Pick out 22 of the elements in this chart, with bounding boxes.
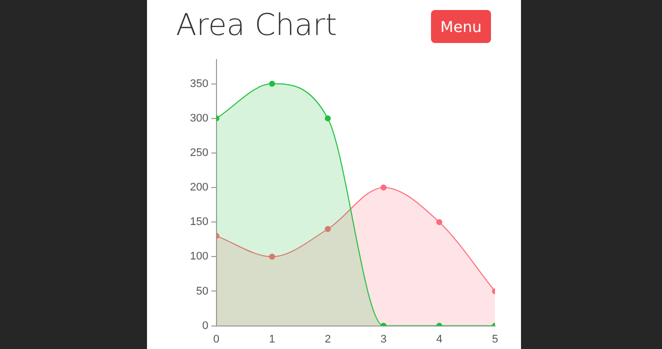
x-tick-label: 0 [213, 333, 220, 346]
point [324, 226, 331, 232]
point [269, 80, 276, 87]
y-tick-label: 250 [190, 146, 208, 159]
y-tick-label: 350 [190, 78, 208, 90]
point [436, 219, 442, 226]
x-tick-label: 1 [269, 333, 276, 346]
x-tick-label: 2 [324, 333, 331, 346]
y-tick-label: 100 [190, 250, 208, 263]
x-tick-label: 4 [436, 333, 442, 346]
y-tick-label: 300 [190, 112, 208, 124]
point [269, 254, 276, 260]
y-tick-label: 200 [190, 182, 208, 194]
y-tick-label: 150 [190, 216, 208, 228]
y-tick-label: 50 [196, 285, 208, 298]
text: Menu [431, 10, 491, 43]
y-tick-label: 0 [202, 320, 208, 332]
chart-title: Area Chart [176, 8, 338, 43]
point [380, 184, 387, 191]
x-tick-label: 5 [492, 333, 498, 346]
point [324, 115, 331, 122]
x-tick-label: 3 [380, 333, 387, 346]
